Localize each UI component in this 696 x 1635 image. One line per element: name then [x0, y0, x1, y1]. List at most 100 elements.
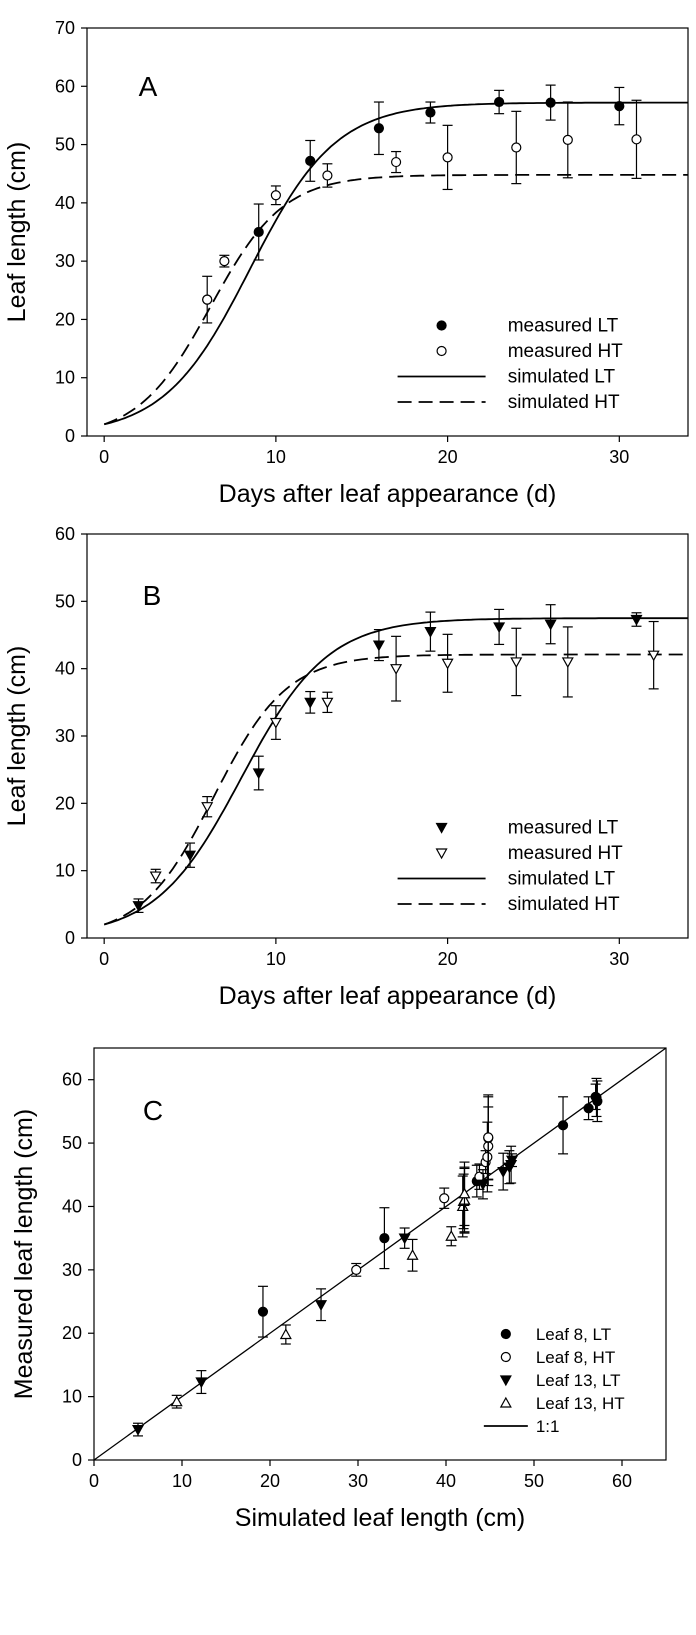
data-point-s1-7	[483, 1132, 494, 1143]
chart-panel-B: 0 10 20 30 0 10 20 30 40 50 60 Days after leaf appe…	[3, 524, 689, 1010]
data-point-s2-3	[398, 1233, 411, 1245]
y-tick-label: 40	[55, 659, 75, 679]
data-point-s0-6	[493, 622, 506, 634]
panel-label: B	[143, 580, 162, 611]
data-point-s3-1	[279, 1328, 292, 1340]
x-tick-label: 0	[89, 1471, 99, 1491]
legend-label: measured LT	[508, 818, 619, 839]
legend-marker	[436, 320, 447, 331]
plot-area	[94, 1048, 666, 1460]
data-point-s1-3	[321, 697, 334, 709]
legend-label: measured HT	[508, 341, 623, 362]
y-tick-label: 0	[72, 1450, 82, 1470]
data-point-s2-1	[195, 1377, 208, 1389]
data-point-s1-7	[561, 657, 574, 669]
data-point-s1-6	[511, 142, 522, 153]
legend-marker	[500, 1351, 511, 1363]
legend-label: Leaf 8, LT	[536, 1325, 611, 1344]
data-point-s1-6	[510, 657, 523, 669]
chart-panel-C: 0 10 20 30 40 50 60 0 10 20 30 40 50 60 Simulated leaf…	[10, 1047, 667, 1532]
y-axis-label: Leaf length (cm)	[3, 142, 31, 323]
data-point-s1-7	[562, 134, 573, 146]
legend: Leaf 8, LT Leaf 8, HT Leaf 13, LT Leaf 13, …	[483, 1325, 625, 1436]
legend-label: measured LT	[508, 316, 619, 337]
data-point-s0-0	[257, 1306, 269, 1317]
x-tick-label: 20	[260, 1471, 280, 1491]
y-tick-label: 40	[55, 193, 75, 213]
y-tick-label: 40	[62, 1196, 82, 1216]
data-point-s1-1	[219, 256, 230, 267]
legend-label: Leaf 13, HT	[536, 1394, 625, 1413]
data-point-s3-0	[170, 1395, 183, 1407]
data-point-s1-1	[439, 1193, 450, 1204]
legend: measured LT measured HT simulated LT simula…	[397, 316, 623, 413]
y-tick-label: 20	[55, 309, 75, 329]
data-point-s3-8	[458, 1187, 471, 1199]
data-point-s1-2	[269, 717, 282, 729]
x-tick-label: 40	[436, 1471, 456, 1491]
y-tick-label: 0	[65, 426, 75, 446]
legend-label: Leaf 8, HT	[536, 1348, 615, 1367]
plot-frame	[93, 1047, 667, 1461]
data-point-s2-4	[476, 1179, 489, 1191]
panel-label: A	[139, 71, 158, 102]
y-tick-label: 30	[55, 726, 75, 746]
data-point-s0-5	[494, 96, 505, 108]
legend-marker	[500, 1328, 511, 1340]
legend-marker	[436, 345, 447, 357]
x-tick-label: 0	[99, 447, 109, 467]
data-point-s1-1	[201, 802, 214, 813]
data-point-s0-8	[630, 614, 643, 626]
x-tick-label: 0	[99, 949, 109, 969]
data-point-s3-3	[445, 1230, 458, 1241]
x-axis-label: Simulated leaf length (cm)	[235, 1504, 525, 1532]
x-tick-label: 20	[438, 949, 458, 969]
x-axis-label: Days after leaf appearance (d)	[219, 982, 557, 1010]
x-tick-label: 30	[609, 447, 629, 467]
data-point-s0-3	[557, 1120, 569, 1131]
plot-area	[103, 604, 688, 926]
y-tick-label: 30	[62, 1260, 82, 1280]
data-point-s0-2	[305, 155, 316, 166]
x-tick-label: 10	[172, 1471, 192, 1491]
y-tick-label: 0	[65, 928, 75, 948]
data-point-s1-4	[390, 664, 403, 675]
data-point-s2-8	[505, 1155, 519, 1167]
x-axis-label: Days after leaf appearance (d)	[219, 480, 557, 508]
legend-marker	[435, 822, 448, 834]
data-point-s1-0	[149, 871, 162, 883]
x-tick-label: 50	[524, 1471, 544, 1491]
chart-panel-A: 0 10 20 30 0 10 20 30 40 50 60 70 Days after leaf ap…	[3, 18, 689, 508]
legend-label: simulated LT	[508, 869, 616, 890]
data-point-s0-1	[184, 850, 197, 862]
legend-label: simulated HT	[508, 392, 620, 413]
x-tick-label: 10	[266, 447, 286, 467]
x-tick-label: 60	[612, 1471, 632, 1491]
data-point-s0-4	[425, 107, 436, 118]
plot-frame	[86, 27, 689, 437]
x-tick-label: 30	[348, 1471, 368, 1491]
data-point-s0-1	[253, 226, 264, 238]
data-point-s0-2	[252, 768, 265, 780]
legend: measured LT measured HT simulated LT simula…	[397, 818, 623, 915]
data-point-s1-0	[202, 294, 213, 305]
legend-label: measured HT	[508, 843, 623, 864]
x-tick-label: 10	[266, 949, 286, 969]
y-axis-label: Leaf length (cm)	[3, 646, 31, 827]
data-point-s0-7	[592, 1096, 603, 1107]
data-point-s1-4	[390, 156, 402, 168]
x-tick-label: 20	[438, 447, 458, 467]
identity-line	[94, 1048, 666, 1460]
y-tick-label: 50	[55, 135, 75, 155]
series-line-2	[103, 101, 688, 426]
series-line-2	[103, 617, 688, 926]
data-point-s0-7	[614, 101, 625, 112]
data-point-s0-7	[544, 619, 557, 631]
y-tick-label: 60	[55, 76, 75, 96]
data-point-s2-2	[315, 1300, 328, 1311]
legend-marker	[499, 1396, 512, 1408]
y-tick-label: 50	[62, 1133, 82, 1153]
x-tick-label: 30	[609, 949, 629, 969]
data-point-s0-1	[379, 1233, 390, 1244]
